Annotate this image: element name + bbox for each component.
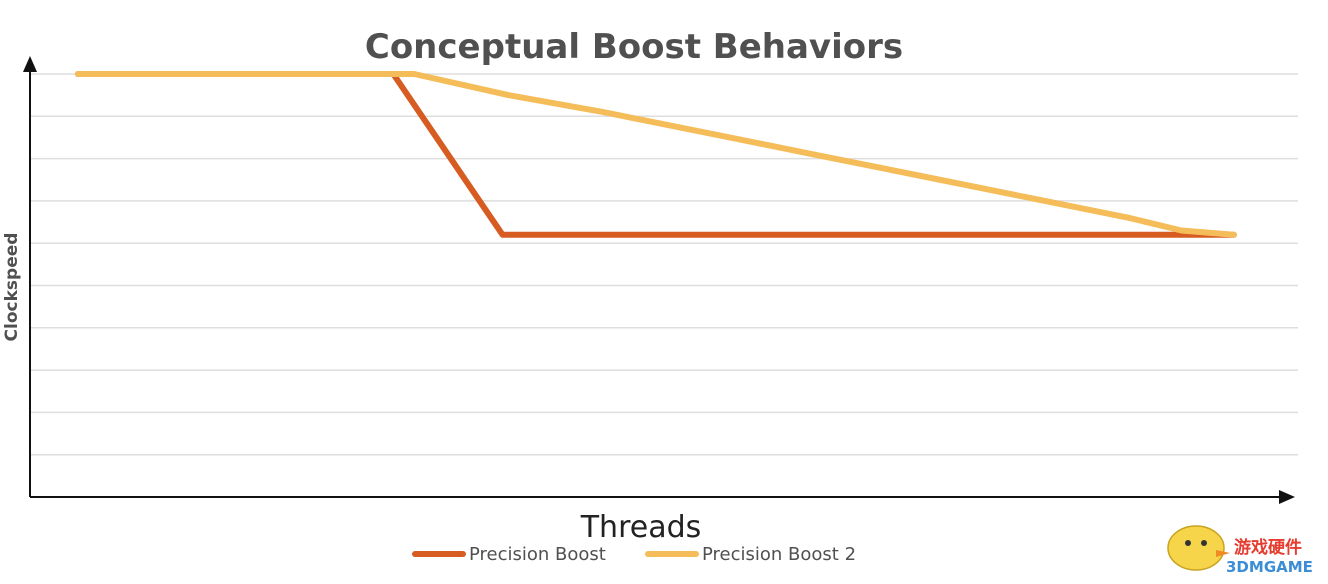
x-axis-arrow-icon [1279,490,1295,504]
watermark-site-text: 3DMGAME [1226,558,1313,576]
watermark-brand-text: 游戏硬件 [1234,537,1302,558]
y-axis-title: Clockspeed [2,233,22,342]
chart-title: Conceptual Boost Behaviors [365,27,903,67]
series-line-precision-boost [75,71,1237,238]
series-layer [75,71,1237,238]
legend-label-precision-boost: Precision Boost [469,544,606,565]
watermark-logo: 游戏硬件 3DMGAME [1167,525,1313,576]
mascot-beak-icon [1216,550,1230,557]
y-axis-arrow-icon [23,56,37,72]
legend: Precision Boost Precision Boost 2 [412,544,856,565]
mascot-icon [1167,525,1225,571]
gridlines [30,73,1298,456]
x-axis-title: Threads [580,510,702,545]
mascot-eye-icon [1201,540,1207,546]
series-line-precision-boost-2 [75,71,1237,238]
legend-label-precision-boost-2: Precision Boost 2 [702,544,856,565]
mascot-eye-icon [1185,540,1191,546]
